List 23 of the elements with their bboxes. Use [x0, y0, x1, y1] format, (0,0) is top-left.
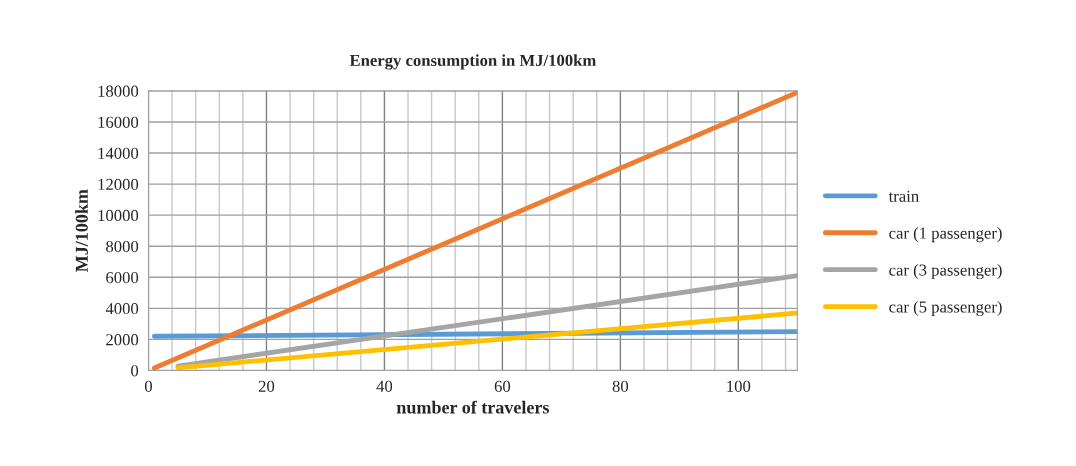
y-tick-label: 10000 — [98, 209, 139, 222]
x-tick-label: 40 — [376, 380, 393, 392]
x-tick-label: 20 — [258, 380, 275, 392]
chart-title: Energy consumption in MJ/100km — [349, 54, 597, 70]
y-tick-label: 12000 — [98, 178, 139, 191]
y-tick-label: 16000 — [98, 116, 139, 128]
x-tick-label: 0 — [144, 380, 153, 392]
legend-label: car (1 passenger) — [889, 227, 1002, 243]
y-tick-label: 0 — [131, 365, 139, 377]
legend-label: train — [888, 190, 919, 202]
y-axis-title: MJ/100km — [75, 189, 88, 272]
y-tick-label: 6000 — [106, 271, 139, 284]
y-tick-label: 4000 — [105, 303, 139, 315]
y-tick-label: 2000 — [106, 334, 139, 346]
y-tick-label: 14000 — [98, 147, 139, 159]
x-axis-title: number of travelers — [396, 400, 550, 414]
x-tick-label: 60 — [494, 380, 511, 392]
x-tick-label: 100 — [727, 380, 751, 392]
x-tick-label: 80 — [612, 380, 629, 392]
y-tick-label: 18000 — [98, 85, 139, 97]
y-tick-label: 8000 — [106, 240, 139, 253]
legend-label: car (3 passenger) — [889, 263, 1002, 280]
legend-label: car (5 passenger) — [889, 300, 1002, 317]
